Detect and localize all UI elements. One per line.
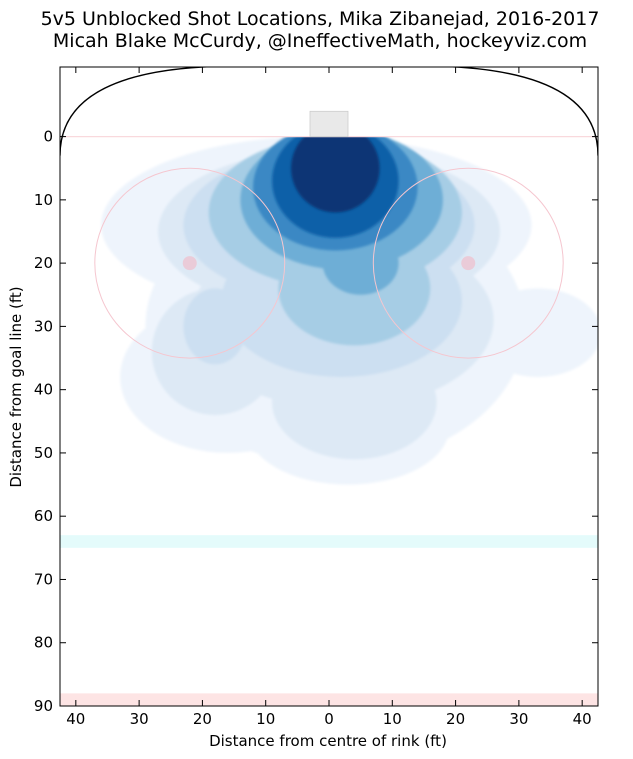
x-axis-label: Distance from centre of rink (ft) [209, 732, 447, 750]
faceoff-circle-1 [372, 167, 564, 359]
y-tick-label-8: 80 [34, 634, 53, 652]
density-level-8 [291, 123, 380, 213]
chart-subtitle: Micah Blake McCurdy, @IneffectiveMath, h… [53, 30, 587, 52]
density-blob-1-3 [474, 288, 598, 377]
faceoff-dot-1 [461, 256, 476, 271]
x-tick-label-0: 40 [66, 710, 85, 728]
density-blob-3-2 [183, 288, 247, 365]
y-axis: 0 10 20 30 40 50 60 70 80 90 [34, 128, 598, 715]
y-tick-label-3: 30 [34, 317, 53, 335]
chart-title: 5v5 Unblocked Shot Locations, Mika Ziban… [41, 8, 600, 30]
density-blob-8-0 [291, 123, 380, 213]
faceoff-dot-0 [182, 256, 197, 271]
y-tick-label-2: 20 [34, 254, 53, 272]
faceoff-circle-0 [94, 167, 286, 359]
y-tick-label-1: 10 [34, 191, 53, 209]
y-tick-label-9: 90 [34, 697, 53, 715]
y-axis-label: Distance from goal line (ft) [7, 286, 25, 487]
blue-line [60, 535, 598, 548]
y-tick-label-6: 60 [34, 507, 53, 525]
centre-line [60, 693, 598, 706]
y-tick-label-7: 70 [34, 570, 53, 588]
shot-density-contours [60, 67, 598, 485]
x-tick-label-2: 20 [193, 710, 212, 728]
x-tick-label-3: 10 [256, 710, 275, 728]
x-tick-label-4: 0 [324, 710, 334, 728]
x-axis: 40 30 20 10 0 10 20 30 40 [66, 67, 592, 728]
y-tick-label-0: 0 [43, 128, 53, 146]
goal-crease [309, 110, 349, 137]
x-tick-label-7: 30 [509, 710, 528, 728]
y-tick-label-5: 50 [34, 444, 53, 462]
x-tick-label-6: 20 [446, 710, 465, 728]
plot-area [60, 67, 598, 706]
x-tick-label-8: 40 [573, 710, 592, 728]
x-tick-label-5: 10 [383, 710, 402, 728]
y-tick-label-4: 40 [34, 381, 53, 399]
x-tick-label-1: 30 [130, 710, 149, 728]
